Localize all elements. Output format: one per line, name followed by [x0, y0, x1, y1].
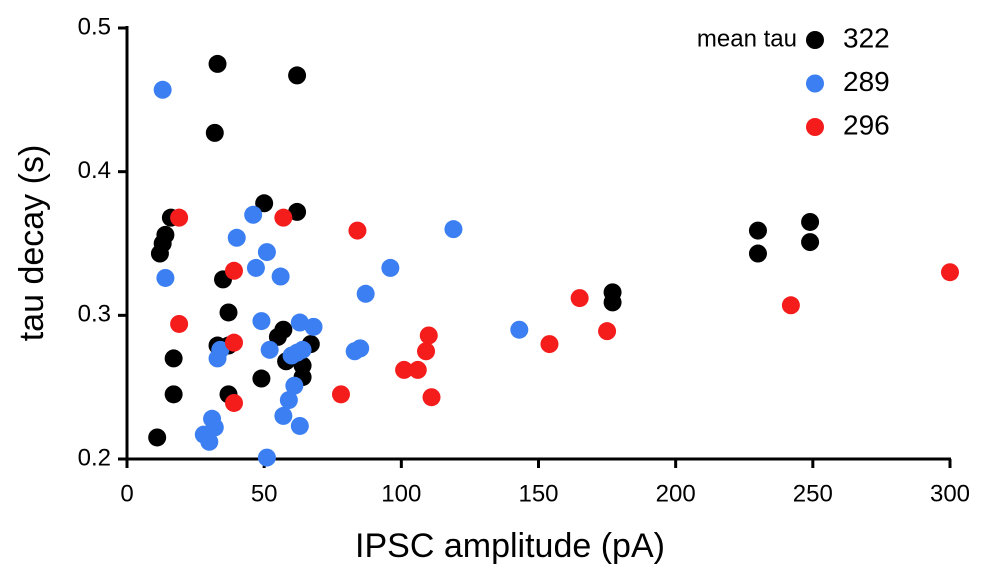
point: [274, 208, 293, 227]
x-axis-label: IPSC amplitude (pA): [355, 527, 665, 565]
x-tick-label: 0: [120, 480, 133, 507]
x-tick-label: 100: [381, 480, 421, 507]
point: [540, 335, 559, 354]
point: [170, 208, 189, 227]
legend-label: 289: [843, 66, 890, 97]
point: [208, 54, 227, 73]
point: [781, 296, 800, 315]
point: [170, 314, 189, 333]
point: [285, 376, 304, 395]
point: [164, 349, 183, 368]
point: [271, 267, 290, 286]
point: [211, 340, 230, 359]
point: [205, 418, 224, 437]
legend-marker: [806, 31, 824, 49]
point: [260, 340, 279, 359]
point: [224, 261, 243, 280]
point: [395, 360, 414, 379]
point: [153, 80, 172, 99]
point: [417, 342, 436, 361]
point: [603, 293, 622, 312]
point: [148, 428, 167, 447]
point: [748, 221, 767, 240]
point: [255, 194, 274, 213]
point: [252, 312, 271, 331]
point: [570, 289, 589, 308]
point: [244, 205, 263, 224]
x-tick-label: 250: [793, 480, 833, 507]
point: [274, 320, 293, 339]
point: [598, 322, 617, 341]
y-axis-label: tau decay (s): [13, 145, 51, 342]
y-tick-label: 0.2: [78, 444, 111, 471]
point: [331, 385, 350, 404]
point: [246, 258, 265, 277]
x-tick-label: 150: [518, 480, 558, 507]
point: [156, 225, 175, 244]
point: [224, 333, 243, 352]
point: [219, 303, 238, 322]
point: [941, 263, 959, 282]
point: [304, 317, 323, 336]
y-tick-label: 0.3: [78, 301, 111, 328]
x-tick-label: 200: [656, 480, 696, 507]
legend-marker: [806, 118, 824, 136]
point: [290, 313, 309, 332]
point: [408, 360, 427, 379]
point: [274, 406, 293, 425]
legend-label: 296: [843, 109, 890, 140]
point: [422, 388, 441, 407]
point: [381, 258, 400, 277]
point: [356, 284, 375, 303]
legend-marker: [806, 74, 824, 93]
point: [510, 320, 529, 339]
point: [257, 448, 276, 467]
legend-title: mean tau: [697, 25, 797, 52]
point: [748, 244, 767, 263]
point: [257, 243, 276, 262]
x-tick-label: 300: [930, 480, 970, 507]
point: [351, 339, 370, 358]
point: [348, 221, 367, 240]
legend-label: 322: [843, 22, 890, 53]
point: [801, 233, 820, 252]
point: [293, 340, 312, 359]
x-tick-label: 50: [251, 480, 278, 507]
point: [419, 326, 438, 345]
point: [444, 220, 463, 239]
y-tick-label: 0.5: [78, 13, 111, 40]
point: [164, 385, 183, 404]
point: [156, 268, 175, 287]
point: [252, 369, 271, 388]
point: [200, 432, 219, 451]
point: [801, 212, 820, 231]
point: [288, 202, 307, 221]
point: [227, 228, 246, 247]
point: [224, 393, 243, 412]
point: [290, 416, 309, 435]
point: [288, 66, 307, 85]
y-tick-label: 0.4: [78, 157, 111, 184]
point: [205, 123, 224, 142]
point: [279, 391, 298, 410]
